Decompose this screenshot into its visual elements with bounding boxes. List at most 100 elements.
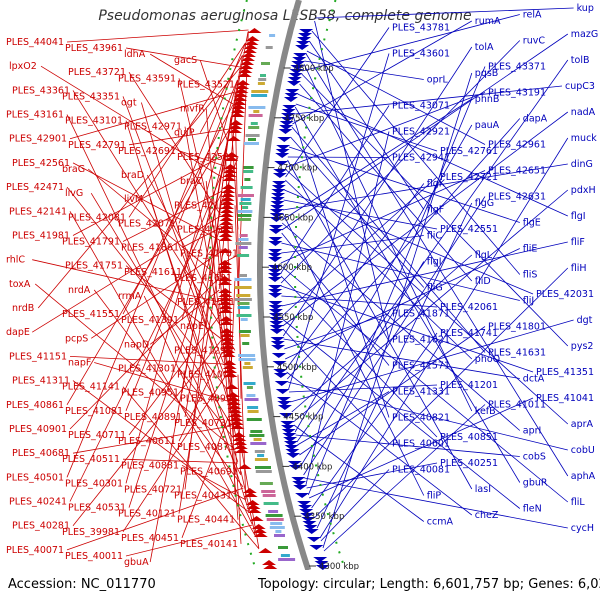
right-gene-label[interactable]: flgI [571, 211, 586, 222]
left-gene-label[interactable]: ogt [121, 98, 137, 109]
right-gene-label[interactable]: phoQ [475, 354, 500, 365]
right-gene-label[interactable]: fliD [475, 276, 491, 287]
right-gene-label[interactable]: fliF [571, 237, 585, 248]
left-gene-label[interactable]: PLES_40681 [12, 448, 70, 459]
right-gene-label[interactable]: pys2 [571, 341, 594, 352]
left-gene-label[interactable]: PLES_41701 [180, 249, 238, 260]
right-gene-label[interactable]: PLES_42721 [440, 172, 498, 183]
right-gene-label[interactable]: PLES_41621 [392, 335, 450, 346]
left-gene-label[interactable]: PLES_40891 [124, 412, 182, 423]
left-gene-label[interactable]: PLES_41141 [62, 382, 120, 393]
left-gene-label[interactable]: PLES_42901 [9, 134, 67, 145]
right-gene-label[interactable]: PLES_41351 [536, 367, 594, 378]
left-gene-label[interactable]: PLES_41981 [12, 231, 70, 242]
right-gene-label[interactable]: flgI [427, 257, 442, 268]
right-gene-label[interactable]: PLES_42921 [392, 127, 450, 138]
left-gene-label[interactable]: gacS [174, 55, 197, 66]
right-gene-label[interactable]: phnB [475, 94, 500, 105]
left-gene-label[interactable]: PLES_41931 [177, 224, 235, 235]
right-gene-label[interactable]: PLES_40601 [392, 439, 450, 450]
left-gene-label[interactable]: PLES_40951 [121, 388, 179, 399]
left-gene-label[interactable]: PLES_40501 [6, 472, 64, 483]
left-gene-label[interactable]: PLES_40861 [6, 400, 64, 411]
right-gene-label[interactable]: pdxH [571, 185, 596, 196]
right-gene-label[interactable]: PLES_41801 [488, 322, 546, 333]
left-gene-label[interactable]: PLES_42791 [68, 140, 126, 151]
right-gene-label[interactable]: ccmA [427, 517, 454, 528]
left-gene-label[interactable]: PLES_43521 [177, 79, 235, 90]
left-gene-label[interactable]: PLES_43721 [68, 67, 126, 78]
left-gene-label[interactable]: PLES_43351 [62, 91, 120, 102]
right-gene-label[interactable]: nadA [571, 107, 596, 118]
left-gene-label[interactable]: PLES_40121 [118, 509, 176, 520]
right-gene-label[interactable]: fliC [427, 231, 443, 242]
left-gene-label[interactable]: braG [62, 164, 85, 175]
left-gene-label[interactable]: PLES_42071 [118, 218, 176, 229]
right-gene-label[interactable]: dinG [571, 159, 593, 170]
left-gene-label[interactable]: rrmA [118, 291, 142, 302]
right-gene-label[interactable]: cobU [571, 445, 595, 456]
left-gene-label[interactable]: rhlC [6, 255, 25, 266]
left-gene-label[interactable]: PLES_41791 [62, 237, 120, 248]
left-gene-label[interactable]: ldhA [124, 49, 146, 60]
right-gene-label[interactable]: flgG [475, 198, 494, 209]
left-gene-label[interactable]: quiP [174, 128, 195, 139]
right-gene-label[interactable]: PLES_43191 [488, 88, 546, 99]
left-gene-label[interactable]: toxA [9, 279, 31, 290]
left-gene-label[interactable]: PLES_42691 [118, 146, 176, 157]
right-gene-label[interactable]: PLES_43601 [392, 49, 450, 60]
right-gene-label[interactable]: PLES_41571 [392, 361, 450, 372]
left-gene-label[interactable]: PLES_41551 [62, 309, 120, 320]
right-gene-label[interactable]: lasI [475, 484, 491, 495]
right-gene-label[interactable]: flgF [427, 205, 444, 216]
left-gene-label[interactable]: PLES_40611 [118, 436, 176, 447]
left-gene-label[interactable]: lpxO2 [9, 61, 37, 72]
left-gene-label[interactable]: PLES_41611 [124, 267, 182, 278]
right-gene-label[interactable]: dgt [577, 315, 593, 326]
left-gene-label[interactable]: PLES_41861 [121, 243, 179, 254]
right-gene-label[interactable]: fliE [523, 244, 538, 255]
right-gene-label[interactable]: mazG [571, 29, 598, 40]
left-gene-label[interactable]: PLES_42561 [12, 158, 70, 169]
left-gene-label[interactable]: nrdB [12, 303, 34, 314]
left-gene-label[interactable]: PLES_42141 [9, 206, 67, 217]
right-gene-label[interactable]: fliJ [523, 296, 534, 307]
left-gene-label[interactable]: PLES_40511 [62, 454, 120, 465]
right-gene-label[interactable]: PLES_40081 [392, 465, 450, 476]
right-gene-label[interactable]: tolA [475, 42, 494, 53]
right-gene-label[interactable]: PLES_41041 [536, 393, 594, 404]
left-gene-label[interactable]: PLES_43591 [118, 73, 176, 84]
left-gene-label[interactable]: mvfR [180, 104, 205, 115]
left-gene-label[interactable]: dapE [6, 327, 30, 338]
left-gene-label[interactable]: PLES_40451 [121, 533, 179, 544]
right-gene-label[interactable]: PLES_42941 [392, 153, 450, 164]
left-gene-label[interactable]: pcpS [65, 333, 88, 344]
left-gene-label[interactable]: livG [65, 188, 83, 199]
right-gene-label[interactable]: PLES_42031 [536, 289, 594, 300]
right-gene-label[interactable]: oprL [427, 75, 449, 86]
right-gene-label[interactable]: fliG [427, 283, 443, 294]
right-gene-label[interactable]: relA [523, 10, 542, 21]
left-gene-label[interactable]: PLES_41301 [118, 364, 176, 375]
right-gene-label[interactable]: PLES_42761 [440, 146, 498, 157]
left-gene-label[interactable]: PLES_41151 [9, 351, 67, 362]
right-gene-label[interactable]: flgE [523, 218, 541, 229]
left-gene-label[interactable]: PLES_42581 [177, 152, 235, 163]
left-gene-label[interactable]: napF [68, 358, 91, 369]
right-gene-label[interactable]: pauA [475, 120, 500, 131]
left-gene-label[interactable]: PLES_40731 [174, 418, 232, 429]
right-gene-label[interactable]: ruvC [523, 36, 546, 47]
right-gene-label[interactable]: PLES_40251 [440, 458, 498, 469]
right-gene-label[interactable]: aprA [571, 419, 594, 430]
left-gene-label[interactable]: napE [180, 321, 204, 332]
left-gene-label[interactable]: braD [121, 170, 144, 181]
left-gene-label[interactable]: PLES_40691 [180, 466, 238, 477]
right-gene-label[interactable]: cobS [523, 452, 546, 463]
left-gene-label[interactable]: PLES_42971 [124, 122, 182, 133]
right-gene-label[interactable]: dapA [523, 114, 548, 125]
left-gene-label[interactable]: livM [124, 194, 143, 205]
left-gene-label[interactable]: nrdA [68, 285, 91, 296]
right-gene-label[interactable]: kup [577, 3, 594, 14]
right-gene-label[interactable]: cycH [571, 523, 594, 534]
left-gene-label[interactable]: PLES_39981 [62, 527, 120, 538]
